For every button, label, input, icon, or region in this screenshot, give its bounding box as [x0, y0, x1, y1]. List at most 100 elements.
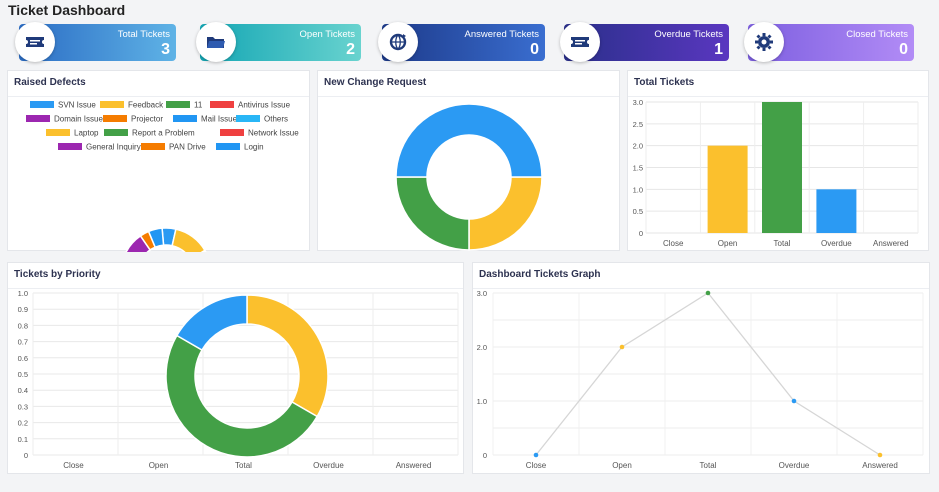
- stat-label: Answered Tickets: [464, 29, 539, 40]
- y-tick-label: 0.3: [18, 402, 28, 411]
- slice-feedback[interactable]: [171, 228, 206, 252]
- dashboard-graph-title: Dashboard Tickets Graph: [479, 269, 601, 280]
- stat-label: Overdue Tickets: [654, 29, 723, 40]
- page-title: Ticket Dashboard: [8, 2, 126, 18]
- slice-11[interactable]: [190, 249, 210, 252]
- svg-text:Laptop: Laptop: [74, 129, 99, 138]
- y-tick-label: 0.1: [18, 435, 28, 444]
- x-tick-label: Answered: [396, 461, 432, 470]
- svg-text:SVN Issue: SVN Issue: [58, 101, 96, 110]
- x-tick-label: Total: [774, 239, 791, 248]
- new-change-request-panel: New Change Request: [317, 70, 620, 251]
- gear-icon: [744, 22, 784, 62]
- legend-item-login[interactable]: Login: [216, 143, 264, 152]
- legend-item-11[interactable]: 11: [166, 101, 203, 110]
- point-open[interactable]: [619, 344, 625, 350]
- folder-open-icon: [196, 22, 236, 62]
- y-tick-label: 2.0: [633, 142, 643, 151]
- stat-card-overdue-tickets[interactable]: Overdue Tickets 1: [560, 22, 729, 62]
- dashboard-graph-chart: 0 1.0 2.0 3.0 Close Open Total Overdue Answered: [477, 289, 924, 470]
- stat-label: Closed Tickets: [846, 29, 908, 40]
- new-change-request-title: New Change Request: [324, 77, 427, 88]
- svg-text:Mail Issue: Mail Issue: [201, 115, 238, 124]
- point-total[interactable]: [705, 290, 711, 296]
- y-tick-label: 0.6: [18, 354, 28, 363]
- slice-total[interactable]: [165, 334, 319, 458]
- y-tick-label: 1.0: [633, 185, 643, 194]
- stat-card-answered-tickets[interactable]: Answered Tickets 0: [378, 22, 545, 62]
- x-tick-label: Open: [149, 461, 169, 470]
- tickets-by-priority-chart: 0 0.1 0.2 0.3 0.4 0.5 0.6 0.7 0.8 0.9 1.0 Close Open…: [18, 289, 459, 470]
- stat-value: 3: [161, 41, 170, 58]
- globe-refresh-icon: [378, 22, 418, 62]
- stat-value: 2: [346, 41, 355, 58]
- point-answered[interactable]: [877, 452, 883, 458]
- y-tick-label: 3.0: [477, 289, 487, 298]
- stat-label: Total Tickets: [117, 29, 170, 40]
- x-tick-label: Overdue: [821, 239, 852, 248]
- slice-total[interactable]: [395, 176, 470, 251]
- y-tick-label: 0.4: [18, 386, 28, 395]
- total-tickets-title: Total Tickets: [634, 77, 695, 88]
- legend-item-antivirus-issue[interactable]: Antivirus Issue: [210, 101, 291, 110]
- y-tick-label: 0.5: [18, 370, 28, 379]
- y-tick-label: 0: [639, 229, 643, 238]
- slice-overdue[interactable]: [175, 294, 248, 352]
- slice-login[interactable]: [147, 227, 165, 249]
- tickets-by-priority-title: Tickets by Priority: [14, 269, 101, 280]
- x-tick-label: Close: [63, 461, 84, 470]
- y-tick-label: 0.7: [18, 338, 28, 347]
- bar-overdue[interactable]: [816, 189, 857, 233]
- y-tick-label: 0: [483, 451, 487, 460]
- legend-item-network-issue[interactable]: Network Issue: [220, 129, 299, 138]
- legend-item-svn-issue[interactable]: SVN Issue: [30, 101, 96, 110]
- svg-text:Others: Others: [264, 115, 288, 124]
- raised-defects-title: Raised Defects: [14, 77, 86, 88]
- legend-item-pan-drive[interactable]: PAN Drive: [141, 143, 206, 152]
- svg-text:Network Issue: Network Issue: [248, 129, 299, 138]
- svg-text:Report a Problem: Report a Problem: [132, 129, 195, 138]
- ticket-icon: [15, 22, 55, 62]
- total-tickets-chart: 0 0.5 1.0 1.5 2.0 2.5 3.0 Close Open Total Overdue…: [633, 98, 919, 248]
- svg-text:General Inquiry: General Inquiry: [86, 143, 141, 152]
- point-close[interactable]: [533, 452, 539, 458]
- legend-item-feedback[interactable]: Feedback: [100, 101, 164, 110]
- stat-card-closed-tickets[interactable]: Closed Tickets 0: [744, 22, 914, 62]
- x-tick-label: Open: [612, 461, 632, 470]
- stat-card-open-tickets[interactable]: Open Tickets 2: [196, 22, 361, 62]
- legend-item-others[interactable]: Others: [236, 115, 288, 124]
- y-tick-label: 1.0: [18, 289, 28, 298]
- bar-open[interactable]: [707, 145, 748, 233]
- y-tick-label: 0.2: [18, 419, 28, 428]
- stat-label: Open Tickets: [299, 29, 355, 40]
- legend-item-mail-issue[interactable]: Mail Issue: [173, 115, 238, 124]
- y-tick-label: 1.5: [633, 164, 643, 173]
- legend-item-laptop[interactable]: Laptop: [46, 129, 99, 138]
- x-tick-label: Answered: [862, 461, 898, 470]
- slice-overdue[interactable]: [395, 103, 543, 178]
- svg-text:Projector: Projector: [131, 115, 163, 124]
- svg-text:Domain Issue: Domain Issue: [54, 115, 103, 124]
- stat-card-total-tickets[interactable]: Total Tickets 3: [15, 22, 176, 62]
- x-tick-label: Total: [700, 461, 717, 470]
- x-tick-label: Total: [235, 461, 252, 470]
- legend-item-report-a-problem[interactable]: Report a Problem: [104, 129, 195, 138]
- slice-open[interactable]: [468, 176, 543, 251]
- new-change-request-chart: [395, 103, 543, 251]
- stat-value: 0: [530, 41, 539, 58]
- x-tick-label: Answered: [873, 239, 909, 248]
- x-tick-label: Close: [663, 239, 684, 248]
- svg-text:Login: Login: [244, 143, 264, 152]
- total-tickets-panel: Total Tickets 0 0.5 1.0 1.5 2.0 2.5 3.0 Close Op…: [627, 70, 929, 251]
- bar-total[interactable]: [762, 102, 802, 233]
- x-tick-label: Overdue: [779, 461, 810, 470]
- y-tick-label: 1.0: [477, 397, 487, 406]
- point-overdue[interactable]: [791, 398, 797, 404]
- legend-item-general-inquiry[interactable]: General Inquiry: [58, 143, 141, 152]
- legend-item-projector[interactable]: Projector: [103, 115, 163, 124]
- x-tick-label: Open: [718, 239, 738, 248]
- y-tick-label: 3.0: [633, 98, 643, 107]
- svg-text:11: 11: [194, 101, 203, 110]
- x-tick-label: Overdue: [313, 461, 344, 470]
- legend-item-domain-issue[interactable]: Domain Issue: [26, 115, 103, 124]
